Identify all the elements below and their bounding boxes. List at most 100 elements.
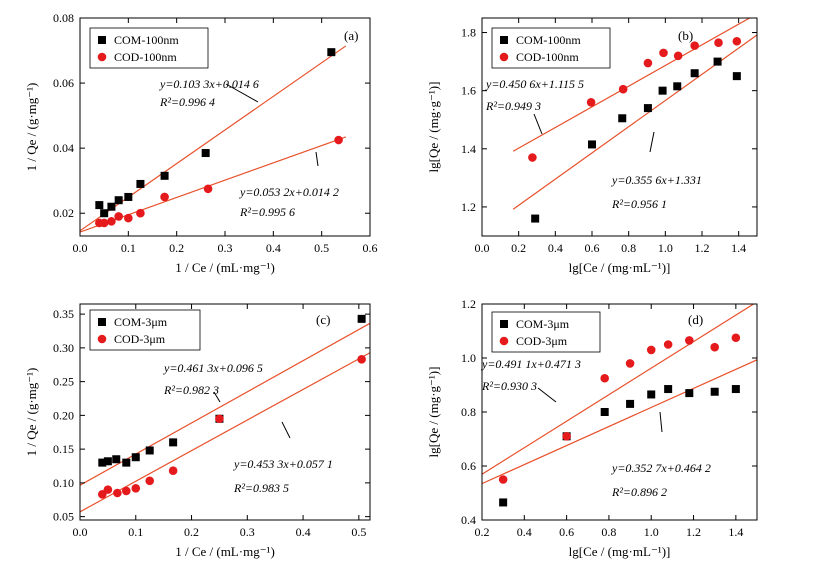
x-tick-label: 1.2 xyxy=(686,525,701,539)
equation-COD-3μm: y=0.491 1x+0.471 3 xyxy=(481,357,581,371)
fit-line-COM-100nm xyxy=(512,18,751,152)
legend-marker-COM-100nm xyxy=(98,36,106,44)
data-point-COD-100nm-5 xyxy=(136,208,145,218)
chart-panel-4: 0.2 0.4 0.6 0.8 1.0 1.2 1.40.40.60.81.01.2lg[C… xyxy=(426,297,758,559)
equation-COM-3μm: y=0.352 7x+0.464 2 xyxy=(611,461,711,475)
x-tick-label: 0.2 xyxy=(511,241,526,255)
x-tick-label: 0.0 xyxy=(73,525,88,539)
data-point-COM-3μm-4 xyxy=(131,453,140,462)
y-tick-label: 0.8 xyxy=(461,405,476,419)
x-tick-label: 1.4 xyxy=(731,241,746,255)
x-tick-label: 0.4 xyxy=(296,525,311,539)
y-tick-label: 0.06 xyxy=(53,76,74,90)
legend-box xyxy=(89,27,209,69)
data-point-COD-3μm-8 xyxy=(357,355,366,364)
x-tick-label: 0.2 xyxy=(475,525,490,539)
y-tick-label: 0.20 xyxy=(53,408,74,422)
y-axis-title: lg[Qe / (mg·g⁻¹)] xyxy=(426,82,441,173)
data-point-COD-100nm-2 xyxy=(618,84,628,94)
data-point-COD-100nm-1 xyxy=(99,218,109,228)
x-axis-title: 1 / Ce / (mL·mg⁻¹) xyxy=(175,260,275,275)
data-point-COM-100nm-6 xyxy=(690,69,699,78)
annotation-leader xyxy=(537,387,557,403)
r-squared-COM-3μm: R²=0.982 3 xyxy=(163,383,219,397)
legend-label-COM-100nm: COM-100nm xyxy=(114,33,179,47)
x-tick-label: 1.4 xyxy=(728,525,743,539)
data-point-COM-3μm-0 xyxy=(499,498,508,507)
chart-panel-3: 0.0 0.1 0.2 0.3 0.4 0.5 0.05 0.10 0.15 0.20 0.25 0.… xyxy=(24,303,371,559)
data-point-COD-100nm-4 xyxy=(659,48,668,58)
plot-frame xyxy=(481,17,758,237)
legend-label-COD-100nm: COD-100nm xyxy=(516,50,579,64)
x-tick-label: 0.8 xyxy=(621,241,636,255)
data-point-COD-3μm-4 xyxy=(646,345,656,355)
x-tick-label: 0.6 xyxy=(559,525,574,539)
data-point-COM-3μm-8 xyxy=(731,385,740,394)
data-point-COD-3μm-1 xyxy=(562,432,571,441)
data-point-COD-3μm-2 xyxy=(113,488,122,498)
y-tick-label: 0.4 xyxy=(461,513,476,527)
y-tick-label: 0.30 xyxy=(53,341,74,355)
data-point-COM-100nm-0 xyxy=(95,201,104,210)
panel-label: (a) xyxy=(344,28,358,43)
data-point-COM-100nm-1 xyxy=(100,209,109,218)
data-point-COM-3μm-5 xyxy=(664,385,673,394)
fit-line-COM-3μm xyxy=(80,322,370,486)
equation-COD-3μm: y=0.453 3x+0.057 1 xyxy=(233,457,333,471)
data-point-COM-100nm-7 xyxy=(713,57,722,66)
data-point-COM-100nm-2 xyxy=(107,202,116,211)
data-point-COD-100nm-3 xyxy=(114,212,123,221)
y-tick-label: 0.02 xyxy=(53,206,74,220)
data-point-COD-100nm-1 xyxy=(586,97,596,107)
x-tick-label: 1.0 xyxy=(644,525,659,539)
data-point-COM-100nm-0 xyxy=(531,214,540,223)
x-tick-label: 0.0 xyxy=(475,241,490,255)
annotation-leader xyxy=(315,151,319,167)
fit-line-COD-3μm xyxy=(482,304,755,475)
data-point-COM-3μm-2 xyxy=(112,455,121,464)
annotation-leader xyxy=(281,421,291,439)
x-axis-title: lg[Ce / (mg·mL⁻¹)] xyxy=(569,260,671,275)
data-point-COD-3μm-1 xyxy=(103,485,113,494)
data-point-COD-3μm-5 xyxy=(145,476,155,486)
panel-label: (d) xyxy=(688,312,703,327)
equation-COM-100nm: y=0.355 6x+1.331 xyxy=(611,173,702,187)
data-point-COD-100nm-0 xyxy=(528,153,537,162)
data-point-COD-3μm-6 xyxy=(168,466,178,476)
data-point-COD-100nm-7 xyxy=(203,184,213,194)
r-squared-COM-100nm: R²=0.956 1 xyxy=(611,197,667,211)
legend-marker-COD-100nm xyxy=(97,52,107,62)
x-tick-label: 0.4 xyxy=(517,525,532,539)
y-tick-label: 1.0 xyxy=(461,351,476,365)
data-point-COD-100nm-4 xyxy=(124,213,133,223)
legend-marker-COM-100nm xyxy=(500,36,508,44)
r-squared-COD-3μm: R²=0.983 5 xyxy=(233,481,289,495)
data-point-COM-100nm-1 xyxy=(588,140,596,149)
legend-marker-COD-3μm xyxy=(499,336,509,346)
data-point-COM-3μm-0 xyxy=(98,458,107,467)
y-tick-label: 0.15 xyxy=(53,442,74,456)
r-squared-COM-3μm: R²=0.896 2 xyxy=(611,485,667,499)
y-tick-label: 0.08 xyxy=(53,11,74,25)
legend-label-COD-100nm: COD-100nm xyxy=(114,50,177,64)
x-tick-label: 0.2 xyxy=(169,241,184,255)
x-tick-label: 1.0 xyxy=(658,241,673,255)
data-point-COD-100nm-3 xyxy=(643,58,653,68)
data-point-COM-100nm-8 xyxy=(732,72,741,81)
x-tick-label: 0.2 xyxy=(184,525,199,539)
y-tick-label: 0.25 xyxy=(53,375,74,389)
legend-label-COD-3μm: COD-3μm xyxy=(516,334,568,348)
legend-box xyxy=(89,309,201,351)
data-point-COD-100nm-5 xyxy=(673,51,683,61)
data-point-COD-3μm-4 xyxy=(131,483,141,493)
fit-line-COD-100nm xyxy=(80,136,347,233)
data-point-COD-3μm-5 xyxy=(663,340,673,349)
equation-COM-3μm: y=0.461 3x+0.096 5 xyxy=(163,361,263,375)
fit-line-COM-100nm xyxy=(80,45,347,232)
data-point-COM-100nm-5 xyxy=(673,82,682,91)
r-squared-COM-100nm: R²=0.996 4 xyxy=(159,95,215,109)
legend-box xyxy=(491,311,601,353)
data-point-COM-3μm-5 xyxy=(145,446,154,455)
x-tick-label: 0.3 xyxy=(240,525,255,539)
panel-label: (b) xyxy=(678,28,693,43)
